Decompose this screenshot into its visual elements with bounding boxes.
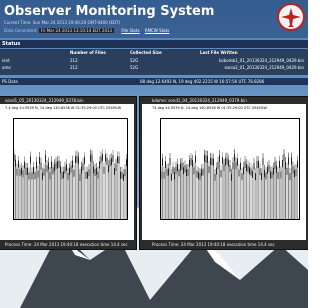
plot-area: 7.4 deg 44.9539 N, 14 deg 140.8536 W 01:… (0, 104, 134, 240)
table-cell: 212 (70, 58, 78, 63)
panel-footer: Process Time: 24 Mar 2013 19:40:18 execu… (5, 242, 128, 247)
spectrogram (160, 118, 300, 220)
table-cell: ome (2, 65, 11, 70)
status-bar: Status (0, 40, 308, 48)
generated-label: Data Generated: (4, 28, 38, 33)
screen: Observer Monitoring System Current Time:… (0, 0, 308, 308)
gps-label: PS Data (2, 79, 18, 84)
tabs-row: Data Generated: Fri Mar 24 2013 13:10:14… (4, 28, 304, 34)
plot-panel: sond1_05_20130324_212949_0378.bin 7.4 deg… (0, 96, 137, 250)
column-header: Last File Written (200, 50, 238, 55)
logo (277, 3, 305, 31)
status-table: Number of Files Collected Size Last File W… (0, 49, 308, 75)
table-cell: sonia2_01_20130324_212949_0429.bin (224, 65, 304, 70)
table-cell: ient (2, 58, 10, 63)
table-cell: kobomb1_01_20130324_212949_0429.bin (219, 58, 304, 63)
panel-footer: Process Time: 24 Mar 2013 19:40:18 execu… (152, 242, 275, 247)
tab[interactable]: File Stats (121, 28, 140, 33)
plot-caption: 7.4 deg 44.9539 N, 14 deg 140.8536 W 01:… (5, 106, 122, 110)
tab[interactable]: RMCW Stats (144, 28, 170, 33)
column-header: Collected Size (130, 50, 162, 55)
app-title: Observer Monitoring System (4, 4, 215, 19)
panel-title: sond1_05_20130324_212949_0378.bin (5, 98, 84, 103)
table-cell: 52G (130, 65, 139, 70)
column-header: Number of Files (70, 50, 106, 55)
gps-value: 08 deg 12.6492 N, 19 deg 402.2215 W 16:5… (140, 79, 265, 84)
gps-bar: PS Data 08 deg 12.6492 N, 19 deg 402.221… (0, 78, 308, 85)
spectrogram (13, 118, 128, 220)
table-cell: 212 (70, 65, 78, 70)
generated-time: Fri Mar 24 2013 13:10:14 EDT 2013 (38, 28, 115, 33)
panel-title: kdome: sond1_04_20130324_212949_0379.bin (152, 98, 247, 103)
current-time: Current Time: Sun Mar 24 2013 19:40:20 G… (4, 20, 121, 25)
plot-panel: kdome: sond1_04_20130324_212949_0379.bin… (139, 96, 308, 250)
plot-caption: 74 deg 44.9539 N, 14 deg 140.8536 W 01:3… (152, 106, 267, 110)
table-cell: 52G (130, 58, 139, 63)
plot-area: 74 deg 44.9539 N, 14 deg 140.8536 W 01:3… (142, 104, 306, 240)
